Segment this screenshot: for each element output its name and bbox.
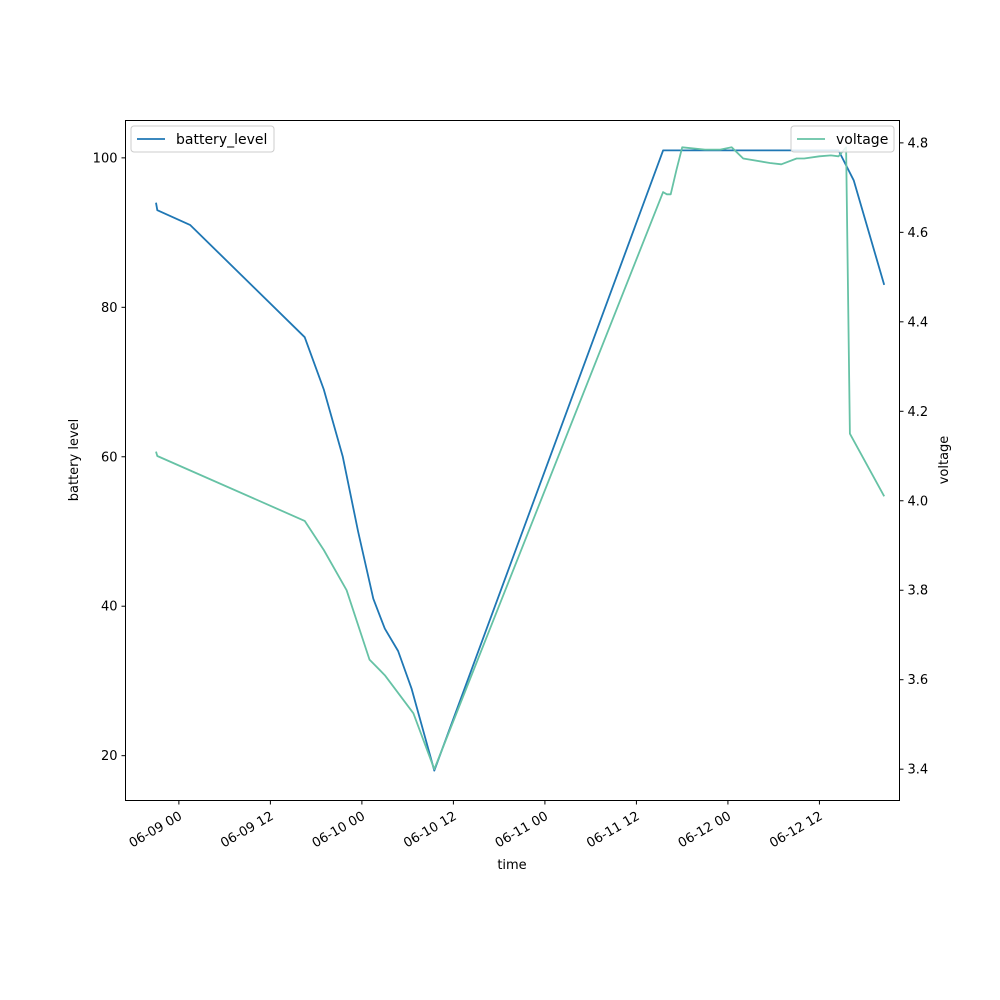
x-axis-title: time xyxy=(497,858,526,873)
y-right-tick-label: 3.8 xyxy=(908,584,929,599)
y-right-tick-label: 4.4 xyxy=(908,315,929,330)
y-left-tick-label: 100 xyxy=(93,151,118,166)
y-left-tick-label: 40 xyxy=(101,600,118,615)
y-right-tick-label: 4.2 xyxy=(908,405,929,420)
y-right-tick-label: 4.8 xyxy=(908,136,929,151)
y-right-tick-label: 4.6 xyxy=(908,226,929,241)
y-right-tick-label: 4.0 xyxy=(908,494,929,509)
y-left-tick-label: 60 xyxy=(101,450,118,465)
y-left-tick-label: 80 xyxy=(101,301,118,316)
y-right-tick-label: 3.6 xyxy=(908,673,929,688)
legend-label-battery-level: battery_level xyxy=(176,132,267,148)
plot-frame xyxy=(125,120,900,801)
legend-battery-level: battery_level xyxy=(130,125,275,153)
y-right-tick-label: 3.4 xyxy=(908,763,929,778)
series-line-voltage xyxy=(155,146,885,771)
y-left-axis-title: battery level xyxy=(67,419,82,502)
legend-voltage: voltage xyxy=(790,125,895,153)
legend-label-voltage: voltage xyxy=(836,132,888,148)
legend-box xyxy=(790,125,895,153)
y-left-tick-label: 20 xyxy=(101,749,118,764)
plot-area xyxy=(155,146,886,772)
legend-box xyxy=(130,125,275,153)
series-line-battery-level xyxy=(155,149,886,772)
y-right-axis-title: voltage xyxy=(937,436,952,485)
